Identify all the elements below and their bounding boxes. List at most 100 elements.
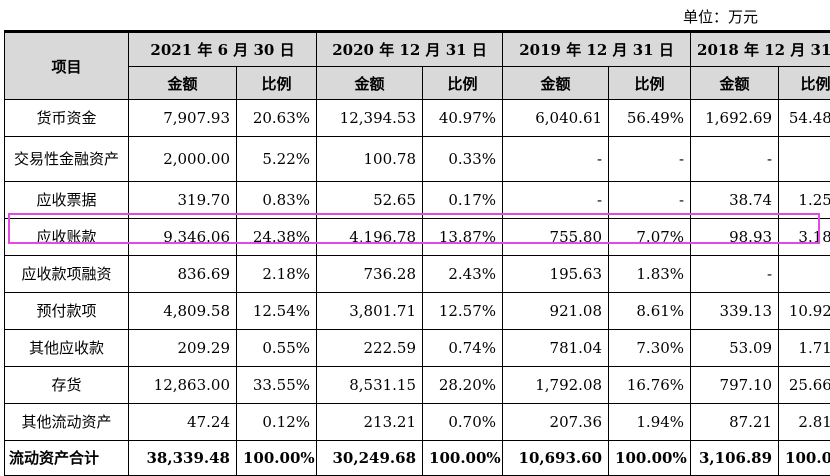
ratio-cell: 12.57%: [423, 293, 503, 330]
ratio-cell: 0.12%: [237, 404, 317, 441]
header-amount: 金额: [691, 67, 779, 100]
amount-cell: -: [503, 182, 609, 219]
unit-note: 单位：万元: [683, 6, 758, 27]
amount-cell: 2,000.00: [129, 137, 237, 182]
amount-cell: 1,792.08: [503, 367, 609, 404]
header-amount: 金额: [317, 67, 423, 100]
ratio-cell: -: [779, 256, 830, 293]
ratio-cell: 2.18%: [237, 256, 317, 293]
ratio-cell: 100.00%: [237, 441, 317, 476]
ratio-cell: 33.55%: [237, 367, 317, 404]
amount-cell: 9,346.06: [129, 219, 237, 256]
ratio-cell: 0.83%: [237, 182, 317, 219]
ratio-cell: 40.97%: [423, 100, 503, 137]
amount-cell: 12,863.00: [129, 367, 237, 404]
ratio-cell: 0.74%: [423, 330, 503, 367]
amount-cell: 7,907.93: [129, 100, 237, 137]
amount-cell: 47.24: [129, 404, 237, 441]
amount-cell: 38,339.48: [129, 441, 237, 476]
ratio-cell: 24.38%: [237, 219, 317, 256]
ratio-cell: 54.48%: [779, 100, 830, 137]
ratio-cell: 10.92%: [779, 293, 830, 330]
ratio-cell: -: [779, 137, 830, 182]
row-label: 应收账款: [5, 219, 129, 256]
ratio-cell: 28.20%: [423, 367, 503, 404]
ratio-cell: 2.81%: [779, 404, 830, 441]
amount-cell: 195.63: [503, 256, 609, 293]
current-assets-table: 项目 2021 年 6 月 30 日 2020 年 12 月 31 日 2019…: [4, 30, 830, 476]
header-period: 2018 年 12 月 31 日: [691, 32, 830, 67]
header-ratio: 比例: [609, 67, 691, 100]
amount-cell: 12,394.53: [317, 100, 423, 137]
amount-cell: 836.69: [129, 256, 237, 293]
ratio-cell: 16.76%: [609, 367, 691, 404]
ratio-cell: 1.94%: [609, 404, 691, 441]
amount-cell: 213.21: [317, 404, 423, 441]
ratio-cell: -: [609, 182, 691, 219]
amount-cell: 87.21: [691, 404, 779, 441]
ratio-cell: 20.63%: [237, 100, 317, 137]
amount-cell: 781.04: [503, 330, 609, 367]
ratio-cell: -: [609, 137, 691, 182]
amount-cell: 1,692.69: [691, 100, 779, 137]
row-label: 预付款项: [5, 293, 129, 330]
ratio-cell: 0.70%: [423, 404, 503, 441]
amount-cell: 222.59: [317, 330, 423, 367]
ratio-cell: 13.87%: [423, 219, 503, 256]
ratio-cell: 0.55%: [237, 330, 317, 367]
amount-cell: 4,809.58: [129, 293, 237, 330]
amount-cell: 52.65: [317, 182, 423, 219]
amount-cell: 38.74: [691, 182, 779, 219]
ratio-cell: 7.07%: [609, 219, 691, 256]
header-ratio: 比例: [779, 67, 830, 100]
ratio-cell: 56.49%: [609, 100, 691, 137]
ratio-cell: 100.00%: [779, 441, 830, 476]
header-ratio: 比例: [237, 67, 317, 100]
header-period: 2020 年 12 月 31 日: [317, 32, 503, 67]
ratio-cell: 25.66%: [779, 367, 830, 404]
amount-cell: 209.29: [129, 330, 237, 367]
ratio-cell: 1.25%: [779, 182, 830, 219]
amount-cell: 319.70: [129, 182, 237, 219]
amount-cell: 339.13: [691, 293, 779, 330]
ratio-cell: 2.43%: [423, 256, 503, 293]
amount-cell: 53.09: [691, 330, 779, 367]
amount-cell: 4,196.78: [317, 219, 423, 256]
amount-cell: 30,249.68: [317, 441, 423, 476]
amount-cell: -: [691, 137, 779, 182]
ratio-cell: 1.83%: [609, 256, 691, 293]
row-label: 货币资金: [5, 100, 129, 137]
header-ratio: 比例: [423, 67, 503, 100]
amount-cell: 3,106.89: [691, 441, 779, 476]
ratio-cell: 3.18%: [779, 219, 830, 256]
header-period: 2021 年 6 月 30 日: [129, 32, 317, 67]
amount-cell: 10,693.60: [503, 441, 609, 476]
row-label: 应收票据: [5, 182, 129, 219]
ratio-cell: 100.00%: [609, 441, 691, 476]
header-amount: 金额: [129, 67, 237, 100]
ratio-cell: 5.22%: [237, 137, 317, 182]
amount-cell: 797.10: [691, 367, 779, 404]
amount-cell: 8,531.15: [317, 367, 423, 404]
amount-cell: 6,040.61: [503, 100, 609, 137]
amount-cell: -: [503, 137, 609, 182]
amount-cell: 755.80: [503, 219, 609, 256]
header-item: 项目: [5, 32, 129, 100]
header-period: 2019 年 12 月 31 日: [503, 32, 691, 67]
row-label: 交易性金融资产: [5, 137, 129, 182]
ratio-cell: 1.71%: [779, 330, 830, 367]
ratio-cell: 12.54%: [237, 293, 317, 330]
amount-cell: 98.93: [691, 219, 779, 256]
ratio-cell: 7.30%: [609, 330, 691, 367]
ratio-cell: 0.17%: [423, 182, 503, 219]
